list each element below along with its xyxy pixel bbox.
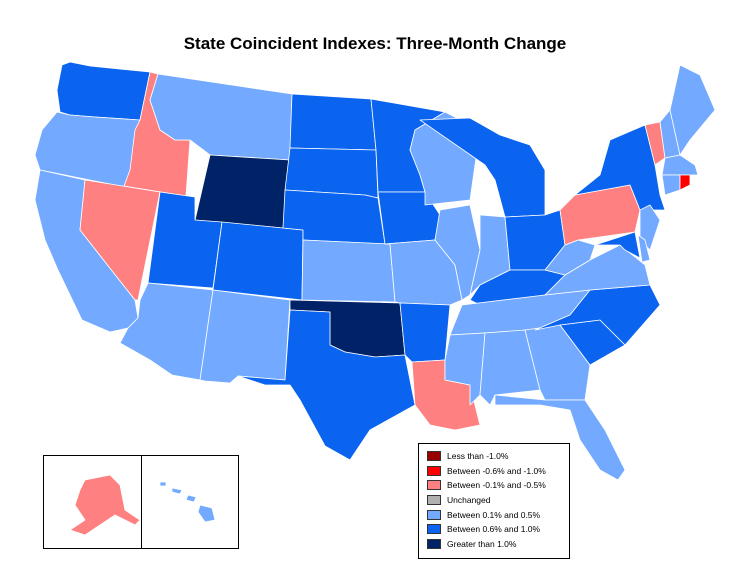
legend-item: Between -0.1% and -0.5% — [427, 478, 569, 493]
state-HI-islands-3 — [185, 494, 197, 503]
state-HI-islands — [159, 481, 167, 487]
legend-label: Between 0.6% and 1.0% — [447, 524, 541, 535]
state-RI — [679, 174, 691, 191]
legend-item: Unchanged — [427, 493, 569, 508]
state-DE — [637, 234, 651, 263]
state-VA — [544, 244, 651, 296]
legend-swatch — [427, 451, 441, 462]
state-NY — [574, 124, 666, 211]
legend-swatch — [427, 480, 441, 491]
legend-label: Between -0.6% and -1.0% — [447, 465, 546, 476]
legend-item: Less than -1.0% — [427, 449, 569, 464]
state-AK — [69, 474, 141, 536]
state-IL — [434, 204, 481, 301]
state-AR — [399, 302, 451, 363]
legend-label: Unchanged — [447, 495, 491, 506]
map-legend: Less than -1.0% Between -0.6% and -1.0% Be… — [418, 443, 570, 559]
state-TX — [237, 309, 416, 461]
state-MA — [661, 154, 699, 176]
state-WA — [56, 61, 151, 121]
map-title: State Coincident Indexes: Three-Month Ch… — [183, 34, 567, 53]
state-CT — [661, 174, 681, 196]
state-MD — [594, 231, 641, 259]
legend-label: Less than -1.0% — [447, 451, 509, 462]
inset-divider — [141, 455, 142, 549]
state-CO — [212, 221, 304, 301]
state-HI — [197, 504, 216, 523]
legend-label: Greater than 1.0% — [447, 538, 517, 549]
state-KS — [301, 239, 396, 303]
legend-swatch — [427, 524, 441, 535]
legend-swatch — [427, 465, 441, 476]
state-MI — [419, 117, 546, 218]
state-NM — [199, 289, 291, 384]
state-NJ — [639, 204, 661, 251]
state-ND — [289, 93, 377, 151]
state-FL — [494, 394, 626, 481]
legend-label: Between 0.1% and 0.5% — [447, 509, 541, 520]
legend-label: Between -0.1% and -0.5% — [447, 480, 546, 491]
legend-item: Between 0.6% and 1.0% — [427, 522, 569, 537]
legend-swatch — [427, 509, 441, 520]
legend-item: Between -0.6% and -1.0% — [427, 464, 569, 479]
legend-item: Greater than 1.0% — [427, 537, 569, 552]
legend-item: Between 0.1% and 0.5% — [427, 507, 569, 522]
legend-swatch — [427, 538, 441, 549]
state-WY — [194, 154, 291, 229]
state-ME — [669, 64, 716, 156]
legend-swatch — [427, 495, 441, 506]
state-HI-islands-2 — [171, 487, 183, 495]
